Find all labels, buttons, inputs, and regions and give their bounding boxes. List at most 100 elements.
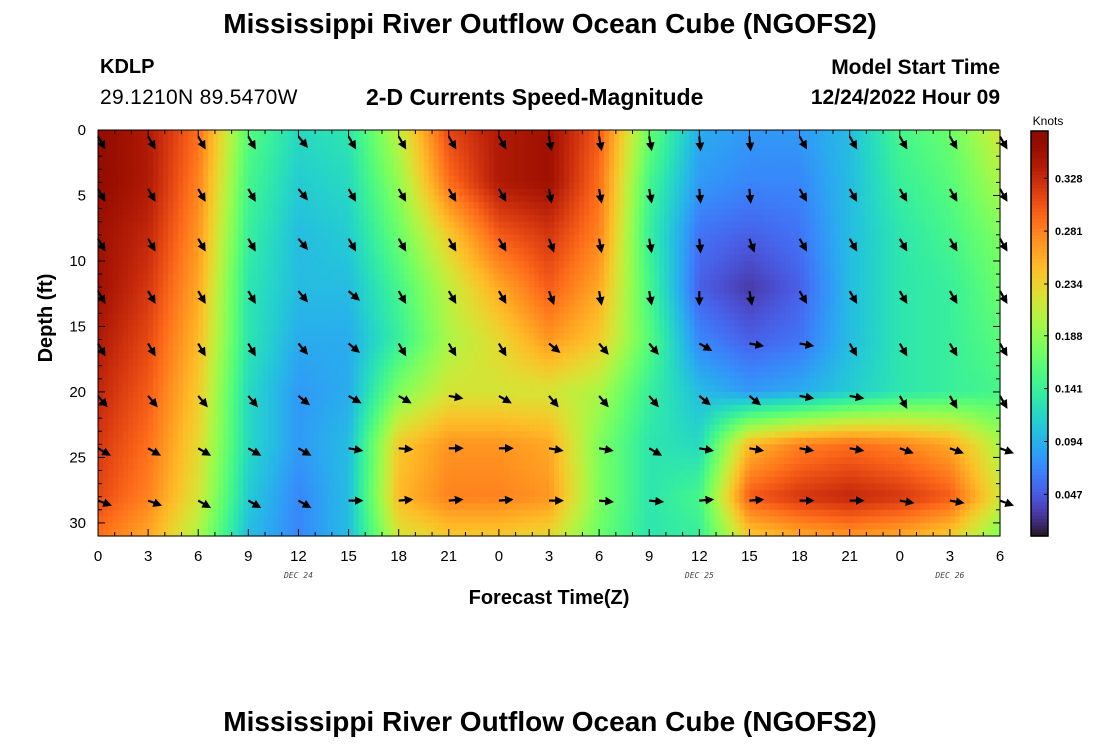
heatmap-cell [438,143,445,151]
heatmap-cell [488,162,495,170]
heatmap-cell [769,287,776,295]
heatmap-cell [358,182,365,190]
heatmap-cell [153,228,159,236]
heatmap-cell [383,130,390,138]
heatmap-cell [333,247,340,256]
heatmap-cell [168,293,174,301]
heatmap-cell [393,169,400,177]
heatmap-cell [153,195,159,203]
heatmap-cell [864,162,871,170]
heatmap-cell [919,215,926,223]
heatmap-cell [213,182,219,190]
heatmap-cell [183,202,189,210]
heatmap-cell [443,260,450,269]
heatmap-cell [353,280,360,288]
heatmap-cell [704,202,710,210]
heatmap-cell [358,300,365,308]
heatmap-cell [864,169,871,177]
heatmap-cell [173,287,179,295]
heatmap-cell [123,156,129,164]
heatmap-cell [884,136,891,144]
heatmap-cell [278,182,285,190]
heatmap-cell [418,241,425,249]
heatmap-cell [148,149,154,157]
heatmap-cell [428,208,435,216]
heatmap-cell [128,221,134,229]
heatmap-cell [989,247,996,256]
heatmap-cell [944,280,951,288]
heatmap-cell [488,208,495,216]
heatmap-cell [483,136,490,144]
heatmap-cell [308,274,315,282]
heatmap-cell [684,149,690,157]
heatmap-cell [263,130,269,138]
heatmap-cell [659,215,665,223]
heatmap-cell [794,274,801,282]
heatmap-cell [98,156,104,164]
heatmap-cell [759,202,766,210]
heatmap-cell [699,208,705,216]
heatmap-cell [228,267,234,275]
heatmap-cell [298,162,305,170]
heatmap-cell [233,241,239,249]
heatmap-cell [559,274,565,282]
heatmap-cell [193,247,199,256]
heatmap-cell [508,241,515,249]
heatmap-cell [348,254,355,262]
heatmap-cell [949,221,956,229]
heatmap-cell [914,188,921,197]
heatmap-cell [238,208,244,216]
heatmap-cell [223,136,229,144]
heatmap-cell [543,254,550,262]
heatmap-cell [959,221,966,229]
heatmap-cell [148,300,154,308]
heatmap-cell [473,202,480,210]
heatmap-cell [924,234,931,242]
heatmap-cell [994,130,1001,138]
heatmap-cell [659,182,665,190]
heatmap-cell [559,143,565,151]
heatmap-cell [173,169,179,177]
heatmap-cell [599,130,605,138]
heatmap-cell [944,241,951,249]
heatmap-cell [433,130,440,138]
heatmap-cell [634,306,640,314]
heatmap-cell [223,260,229,269]
heatmap-cell [273,182,279,190]
heatmap-cell [113,175,119,183]
heatmap-cell [293,267,300,275]
heatmap-cell [959,234,966,242]
heatmap-cell [609,280,615,288]
heatmap-cell [654,228,660,236]
heatmap-cell [208,274,214,282]
heatmap-cell [894,195,901,203]
heatmap-cell [619,221,625,229]
heatmap-cell [594,188,600,197]
heatmap-cell [589,195,595,203]
heatmap-cell [839,267,846,275]
heatmap-cell [133,149,139,157]
heatmap-cell [198,149,204,157]
heatmap-cell [979,208,986,216]
heatmap-cell [398,234,405,242]
heatmap-cell [218,234,224,242]
heatmap-cell [784,267,791,275]
heatmap-cell [589,247,595,256]
heatmap-cell [884,221,891,229]
heatmap-cell [98,267,104,275]
heatmap-cell [919,247,926,256]
heatmap-cell [889,234,896,242]
heatmap-cell [954,254,961,262]
heatmap-cell [799,228,806,236]
heatmap-cell [679,169,685,177]
heatmap-cell [163,175,169,183]
heatmap-cell [704,267,710,275]
heatmap-cell [599,234,605,242]
heatmap-cell [133,293,139,301]
heatmap-cell [624,143,630,151]
heatmap-cell [163,241,169,249]
heatmap-cell [463,130,470,138]
heatmap-cell [308,300,315,308]
heatmap-cell [173,241,179,249]
heatmap-cell [569,260,575,269]
